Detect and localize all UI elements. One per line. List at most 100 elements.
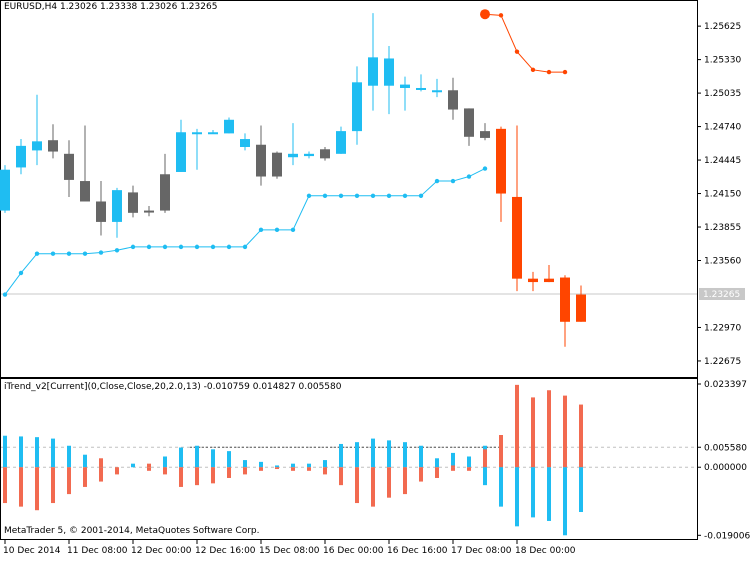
trend-blue-point <box>434 178 440 184</box>
trend-blue-point <box>354 193 360 199</box>
time-tick-label: 17 Dec 08:00 <box>451 546 512 556</box>
time-tick-label: 10 Dec 2014 <box>3 546 61 556</box>
trend-blue-point <box>338 193 344 199</box>
candle-body <box>368 57 378 86</box>
indicator-bar-negative <box>19 467 23 507</box>
indicator-bar-down-blue <box>483 467 487 486</box>
trend-orange-point <box>562 69 568 75</box>
trend-blue-point <box>146 244 152 250</box>
indicator-bar-negative <box>387 467 391 498</box>
price-tick-label: 1.25625 <box>704 22 741 32</box>
indicator-bar-negative <box>323 467 327 475</box>
indicator-bar-positive <box>83 454 87 468</box>
trend-blue-point <box>130 244 136 250</box>
indicator-bar-negative <box>227 467 231 478</box>
indicator-bar-positive <box>179 447 183 468</box>
indicator-bar-negative <box>275 467 279 470</box>
indicator-bar-down-blue <box>579 467 583 513</box>
price-tick-label: 1.24445 <box>704 156 741 166</box>
indicator-bar-down-blue <box>499 467 503 507</box>
indicator-bar-down-blue <box>531 467 535 518</box>
indicator-bar-negative <box>467 467 471 471</box>
candle-body <box>128 192 138 213</box>
trend-blue-point <box>466 174 472 179</box>
candle-body <box>288 153 298 158</box>
candle-body <box>96 201 106 222</box>
indicator-tick-label: -0.019006 <box>704 531 750 541</box>
indicator-bar-positive <box>243 460 247 468</box>
indicator-bar-positive <box>371 438 375 468</box>
candle-body <box>208 132 218 135</box>
indicator-bar-negative <box>195 467 199 486</box>
candle-body <box>464 108 474 137</box>
trend-orange-point <box>530 67 536 73</box>
trend-blue-point <box>82 251 88 256</box>
main-chart-frame <box>0 0 698 378</box>
trend-blue-point <box>402 193 408 199</box>
indicator-bar-negative <box>211 467 215 484</box>
indicator-bar-negative <box>291 467 295 471</box>
trend-blue-point <box>114 248 120 253</box>
trend-blue-point <box>306 193 312 199</box>
trend-blue-point <box>450 178 456 184</box>
trend-blue-point <box>274 227 280 233</box>
price-tick-label: 1.22675 <box>704 357 741 367</box>
price-tick-label: 1.23855 <box>704 223 741 233</box>
indicator-bar-positive <box>67 445 71 468</box>
candle-body <box>352 82 362 132</box>
candle-body <box>112 190 122 222</box>
price-tick-label: 1.25035 <box>704 89 741 99</box>
indicator-bar-positive <box>259 461 263 468</box>
indicator-tick-label: 0.005580 <box>704 443 747 453</box>
indicator-plot <box>1 384 697 536</box>
indicator-bar-up-red <box>99 458 103 468</box>
candle-body <box>144 210 154 213</box>
indicator-bar-negative <box>35 467 39 511</box>
indicator-bar-positive <box>467 456 471 468</box>
time-tick-label: 12 Dec 00:00 <box>131 546 192 556</box>
trend-blue-point <box>226 244 232 250</box>
indicator-title: iTrend_v2[Current](0,Close,Close,20,2.0,… <box>4 382 342 392</box>
indicator-bar-positive <box>387 440 391 468</box>
current-price-badge <box>699 287 745 300</box>
time-tick-label: 15 Dec 08:00 <box>259 546 320 556</box>
indicator-bar-negative <box>67 467 71 495</box>
price-plot <box>0 9 697 347</box>
time-tick-label: 16 Dec 16:00 <box>387 546 448 556</box>
indicator-bar-negative <box>243 467 247 475</box>
trend-blue-point <box>386 193 392 199</box>
price-tick-label: 1.24740 <box>704 123 741 133</box>
indicator-bar-negative <box>259 467 263 471</box>
price-tick-label: 1.25330 <box>704 56 741 66</box>
indicator-bar-negative <box>355 467 359 504</box>
indicator-bar-positive <box>435 458 439 468</box>
indicator-bar-positive <box>3 435 7 468</box>
chart-title: EURUSD,H4 1.23026 1.23338 1.23026 1.2326… <box>4 2 218 12</box>
trend-blue-point <box>322 193 328 199</box>
candle-body <box>448 90 458 110</box>
copyright-text: MetaTrader 5, © 2001-2014, MetaQuotes So… <box>4 526 260 536</box>
indicator-bar-down-blue <box>563 467 567 536</box>
indicator-bar-negative <box>99 467 103 482</box>
indicator-bar-positive <box>211 449 215 468</box>
candle-body <box>560 277 570 322</box>
current-price-label: 1.23265 <box>703 290 740 300</box>
candle-body <box>512 196 522 279</box>
indicator-tick-label: 0.000000 <box>704 463 747 473</box>
indicator-bar-positive <box>291 463 295 468</box>
indicator-bar-up-red <box>483 449 487 468</box>
indicator-bar-negative <box>115 467 119 475</box>
indicator-frame <box>0 378 698 540</box>
trend-orange-point <box>546 69 552 75</box>
candle-body <box>416 87 426 90</box>
indicator-bar-up-red <box>563 395 567 468</box>
candle-body <box>432 90 442 93</box>
trend-orange-line <box>484 13 565 73</box>
candle-body <box>384 58 394 86</box>
indicator-bar-up-red <box>531 397 535 468</box>
indicator-bar-negative <box>403 467 407 495</box>
indicator-bar-negative <box>339 467 343 486</box>
candle-body <box>496 128 506 194</box>
